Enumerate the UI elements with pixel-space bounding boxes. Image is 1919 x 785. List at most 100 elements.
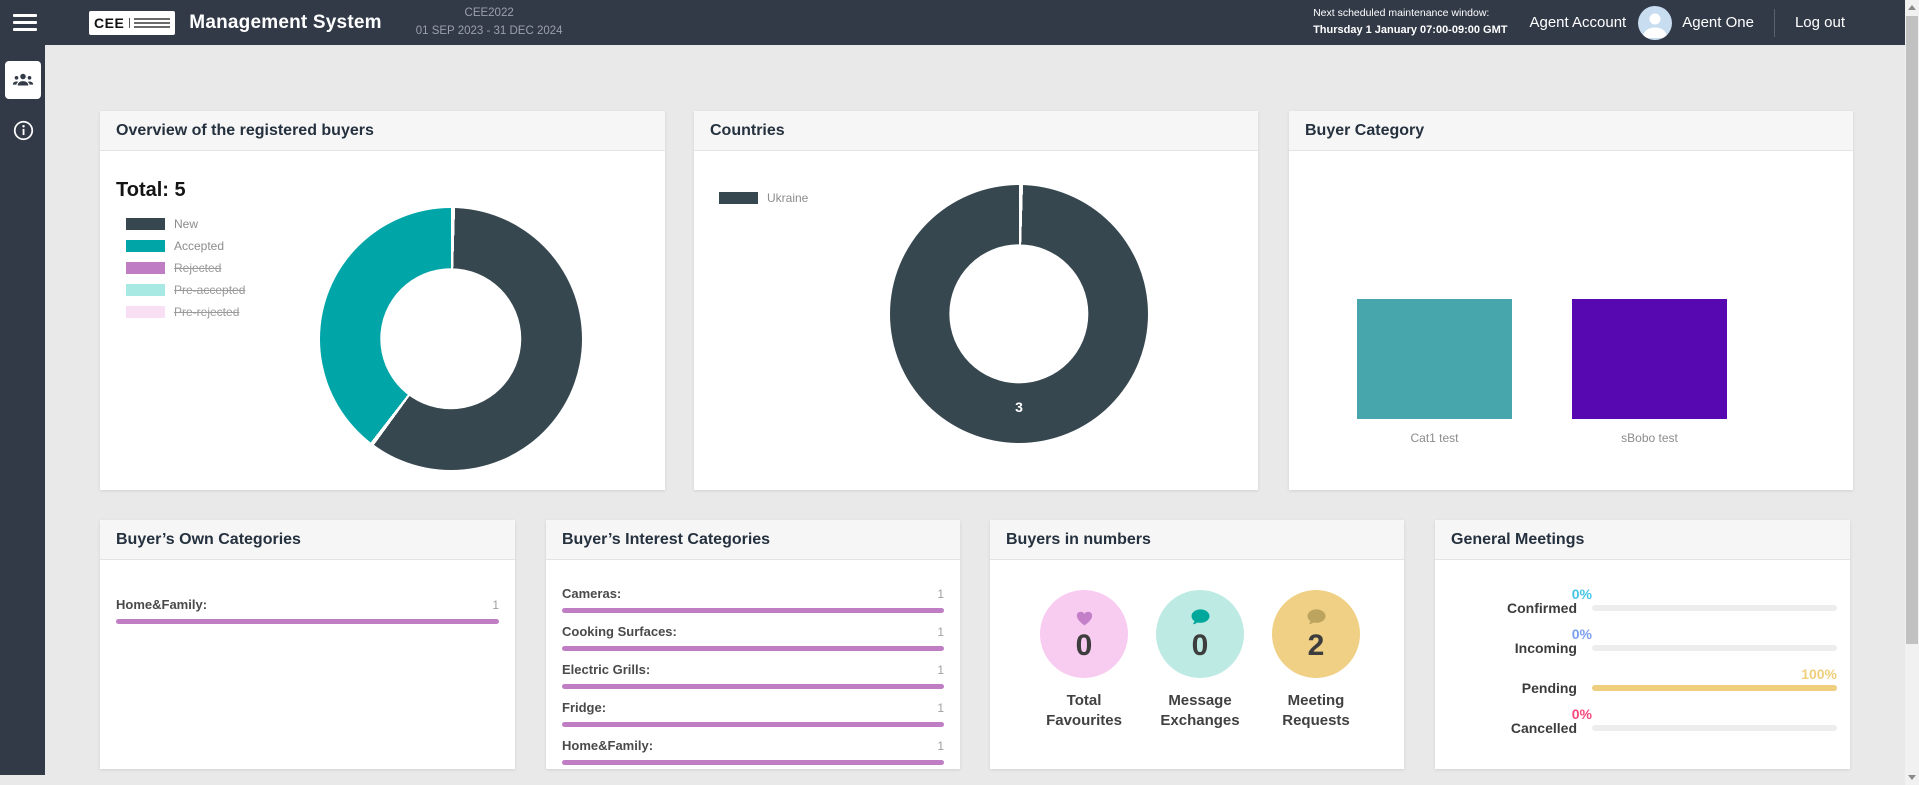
category-label: Home&Family: bbox=[562, 738, 654, 753]
stat-circle: 0 bbox=[1040, 590, 1128, 678]
legend-swatch bbox=[126, 306, 165, 318]
legend-item[interactable]: New bbox=[126, 213, 245, 235]
category-value: 1 bbox=[937, 701, 944, 715]
legend-swatch bbox=[126, 262, 165, 274]
card-overview-header: Overview of the registered buyers bbox=[100, 111, 665, 151]
meeting-percent: 0% bbox=[1571, 626, 1592, 642]
stat-value: 0 bbox=[1075, 629, 1093, 663]
category-row: Electric Grills: 1 bbox=[562, 662, 944, 689]
agent-account-label[interactable]: Agent Account bbox=[1529, 14, 1627, 31]
category-value: 1 bbox=[937, 739, 944, 753]
arrow-up-icon bbox=[1908, 5, 1916, 10]
scrollbar-thumb[interactable] bbox=[1906, 16, 1918, 644]
donut-hole bbox=[380, 268, 522, 410]
hamburger-menu-icon[interactable] bbox=[13, 14, 37, 31]
category-label: Fridge: bbox=[562, 700, 607, 715]
category-bar-track bbox=[116, 619, 499, 624]
category-bar-track bbox=[562, 608, 944, 613]
card-general-meetings-header: General Meetings bbox=[1435, 520, 1850, 560]
stat-caption: Meeting Requests bbox=[1282, 692, 1350, 730]
top-header-bar: CEE Management System CEE2022 01 SEP 202… bbox=[0, 0, 1905, 45]
stat-value: 2 bbox=[1307, 629, 1325, 663]
legend-label: Rejected bbox=[174, 261, 222, 275]
chat-bubble-icon bbox=[1306, 609, 1326, 625]
maintenance-window: Thursday 1 January 07:00-09:00 GMT bbox=[1313, 24, 1508, 37]
vertical-scrollbar[interactable] bbox=[1905, 0, 1919, 785]
legend-item[interactable]: Ukraine bbox=[719, 187, 808, 209]
person-icon bbox=[1643, 13, 1668, 38]
buyer-category-bar-chart: Cat1 test sBobo test bbox=[1357, 299, 1727, 445]
legend-label: Ukraine bbox=[767, 191, 809, 205]
category-value: 1 bbox=[937, 663, 944, 677]
overview-legend: New Accepted Rejected Pre-accepted Pre-rejec… bbox=[126, 213, 245, 323]
avatar[interactable] bbox=[1638, 5, 1673, 40]
legend-item[interactable]: Accepted bbox=[126, 235, 245, 257]
card-general-meetings-title: General Meetings bbox=[1451, 530, 1585, 548]
category-label: Cameras: bbox=[562, 586, 622, 601]
category-label: Electric Grills: bbox=[562, 662, 651, 677]
arrow-down-icon bbox=[1908, 775, 1916, 780]
maintenance-label: Next scheduled maintenance window: bbox=[1313, 7, 1490, 20]
card-own-categories-title: Buyer’s Own Categories bbox=[116, 530, 301, 548]
card-countries-title: Countries bbox=[710, 121, 785, 139]
stat-circle: 0 bbox=[1156, 590, 1244, 678]
legend-swatch bbox=[126, 218, 165, 230]
bar[interactable] bbox=[1572, 299, 1727, 419]
card-buyer-category-header: Buyer Category bbox=[1289, 111, 1853, 151]
app-title: Management System bbox=[189, 11, 382, 33]
stat-circles: 0 Total Favourites 0 Message Exchanges 2 Meet… bbox=[990, 560, 1404, 732]
bar[interactable] bbox=[1357, 299, 1512, 419]
category-row: Cameras: 1 bbox=[562, 586, 944, 613]
category-bar bbox=[562, 608, 944, 613]
card-interest-categories: Buyer’s Interest Categories Cameras: 1 Coo… bbox=[546, 520, 960, 769]
legend-item[interactable]: Pre-accepted bbox=[126, 279, 245, 301]
meeting-label: Cancelled bbox=[1510, 720, 1577, 736]
scroll-up-button[interactable] bbox=[1905, 0, 1919, 15]
legend-item[interactable]: Pre-rejected bbox=[126, 301, 245, 323]
category-row: Home&Family: 1 bbox=[116, 597, 499, 624]
cee-logo: CEE bbox=[89, 10, 176, 35]
category-bar bbox=[562, 722, 944, 727]
logo-text: CEE bbox=[94, 14, 125, 31]
event-dates: 01 SEP 2023 - 31 DEC 2024 bbox=[415, 24, 563, 37]
countries-legend: Ukraine bbox=[719, 187, 808, 209]
event-code: CEE2022 bbox=[464, 6, 514, 19]
logout-button[interactable]: Log out bbox=[1794, 14, 1845, 31]
stat-caption: Message Exchanges bbox=[1160, 692, 1240, 730]
category-value: 1 bbox=[492, 598, 499, 612]
meeting-percent: 100% bbox=[1801, 666, 1837, 682]
meeting-bar-track: 100% bbox=[1592, 666, 1837, 691]
stat-circle-group: 0 Total Favourites bbox=[1026, 590, 1142, 732]
card-own-categories-header: Buyer’s Own Categories bbox=[100, 520, 515, 560]
category-bar bbox=[562, 760, 944, 765]
meeting-percent: 0% bbox=[1571, 706, 1592, 722]
stat-value: 0 bbox=[1191, 629, 1209, 663]
stat-caption: Total Favourites bbox=[1046, 692, 1122, 730]
legend-swatch bbox=[126, 240, 165, 252]
sidebar-item-buyers[interactable] bbox=[5, 61, 41, 99]
category-bar-track bbox=[562, 684, 944, 689]
meeting-bar-track: 0% bbox=[1572, 706, 1837, 731]
bar-group: Cat1 test bbox=[1357, 299, 1512, 445]
bar-label: sBobo test bbox=[1621, 431, 1678, 445]
group-icon bbox=[12, 73, 34, 86]
meeting-row: Pending 100% bbox=[1435, 666, 1837, 708]
sidebar-item-info[interactable] bbox=[13, 120, 34, 141]
scroll-down-button[interactable] bbox=[1905, 770, 1919, 785]
category-bar bbox=[562, 646, 944, 651]
meeting-bar bbox=[1592, 685, 1837, 691]
category-bar-track bbox=[562, 760, 944, 765]
card-buyers-in-numbers: Buyers in numbers 0 Total Favourites 0 Mess… bbox=[990, 520, 1404, 769]
legend-swatch bbox=[126, 284, 165, 296]
category-bar bbox=[562, 684, 944, 689]
legend-item[interactable]: Rejected bbox=[126, 257, 245, 279]
card-overview-title: Overview of the registered buyers bbox=[116, 121, 374, 139]
countries-donut-chart[interactable]: 3 bbox=[890, 185, 1148, 443]
legend-label: Pre-rejected bbox=[174, 305, 240, 319]
overview-donut-chart[interactable] bbox=[320, 208, 582, 470]
legend-label: Pre-accepted bbox=[174, 283, 246, 297]
header-divider bbox=[1773, 8, 1775, 37]
legend-swatch bbox=[719, 192, 758, 204]
user-name[interactable]: Agent One bbox=[1682, 14, 1754, 31]
